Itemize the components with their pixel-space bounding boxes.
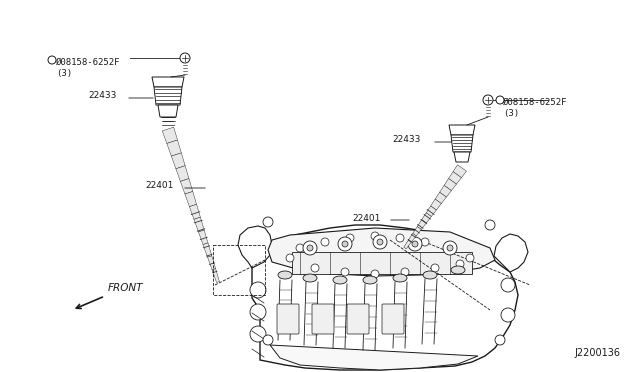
Circle shape [412,241,418,247]
Polygon shape [163,127,177,144]
Circle shape [496,96,504,104]
Circle shape [263,217,273,227]
Polygon shape [431,199,442,210]
Circle shape [48,56,56,64]
Circle shape [342,241,348,247]
Text: 22433: 22433 [392,135,420,144]
Polygon shape [158,105,178,117]
Polygon shape [426,206,436,217]
Polygon shape [212,269,220,282]
Text: 22401: 22401 [145,180,173,189]
Polygon shape [422,213,431,223]
Circle shape [495,335,505,345]
Ellipse shape [363,276,377,284]
Polygon shape [494,234,528,272]
Circle shape [250,326,266,342]
Polygon shape [198,230,208,244]
FancyBboxPatch shape [312,304,334,334]
Polygon shape [440,185,451,197]
Circle shape [371,232,379,240]
Circle shape [396,234,404,242]
Polygon shape [270,345,478,370]
Polygon shape [435,192,446,203]
Circle shape [456,260,464,268]
Circle shape [443,241,457,255]
Text: 22433: 22433 [88,90,116,99]
Circle shape [377,239,383,245]
Polygon shape [180,179,193,194]
Circle shape [307,245,313,251]
Polygon shape [413,227,421,236]
Circle shape [447,245,453,251]
Circle shape [250,282,266,298]
Polygon shape [194,217,204,232]
Circle shape [501,308,515,322]
Circle shape [466,254,474,262]
Polygon shape [176,166,189,182]
Circle shape [286,254,294,262]
Circle shape [180,53,190,63]
Text: Ø08158-6252F
(3): Ø08158-6252F (3) [503,98,568,118]
Text: 22401: 22401 [352,214,380,222]
Polygon shape [444,179,456,190]
Polygon shape [167,140,181,156]
Ellipse shape [451,266,465,274]
Polygon shape [268,228,495,276]
Ellipse shape [278,271,292,279]
Circle shape [341,268,349,276]
Circle shape [373,235,387,249]
Polygon shape [417,220,426,230]
Polygon shape [449,171,461,184]
Polygon shape [451,135,473,152]
Circle shape [446,244,454,252]
Polygon shape [252,225,518,370]
Polygon shape [404,240,412,249]
Ellipse shape [393,274,407,282]
Circle shape [321,238,329,246]
Polygon shape [238,226,272,268]
Polygon shape [185,192,196,207]
Polygon shape [207,256,216,270]
Text: FRONT: FRONT [108,283,143,293]
Circle shape [371,270,379,278]
FancyBboxPatch shape [277,304,299,334]
Circle shape [501,278,515,292]
Polygon shape [203,243,212,257]
Polygon shape [172,153,185,169]
Circle shape [401,268,409,276]
FancyBboxPatch shape [382,304,404,334]
Circle shape [296,244,304,252]
Circle shape [346,234,354,242]
Polygon shape [154,87,182,105]
Polygon shape [408,233,416,243]
FancyBboxPatch shape [347,304,369,334]
Circle shape [485,220,495,230]
Polygon shape [454,152,470,162]
Ellipse shape [303,274,317,282]
Circle shape [338,237,352,251]
Circle shape [303,241,317,255]
Polygon shape [189,204,200,219]
Circle shape [421,238,429,246]
Circle shape [483,95,493,105]
Circle shape [250,304,266,320]
Circle shape [263,335,273,345]
Text: Ø08158-6252F
(3): Ø08158-6252F (3) [56,58,120,78]
Polygon shape [152,77,184,87]
Polygon shape [453,165,467,178]
Ellipse shape [423,271,437,279]
Text: J2200136: J2200136 [574,348,620,358]
Polygon shape [449,125,475,135]
Ellipse shape [333,276,347,284]
Circle shape [311,264,319,272]
FancyBboxPatch shape [292,252,472,274]
Circle shape [408,237,422,251]
Circle shape [431,264,439,272]
